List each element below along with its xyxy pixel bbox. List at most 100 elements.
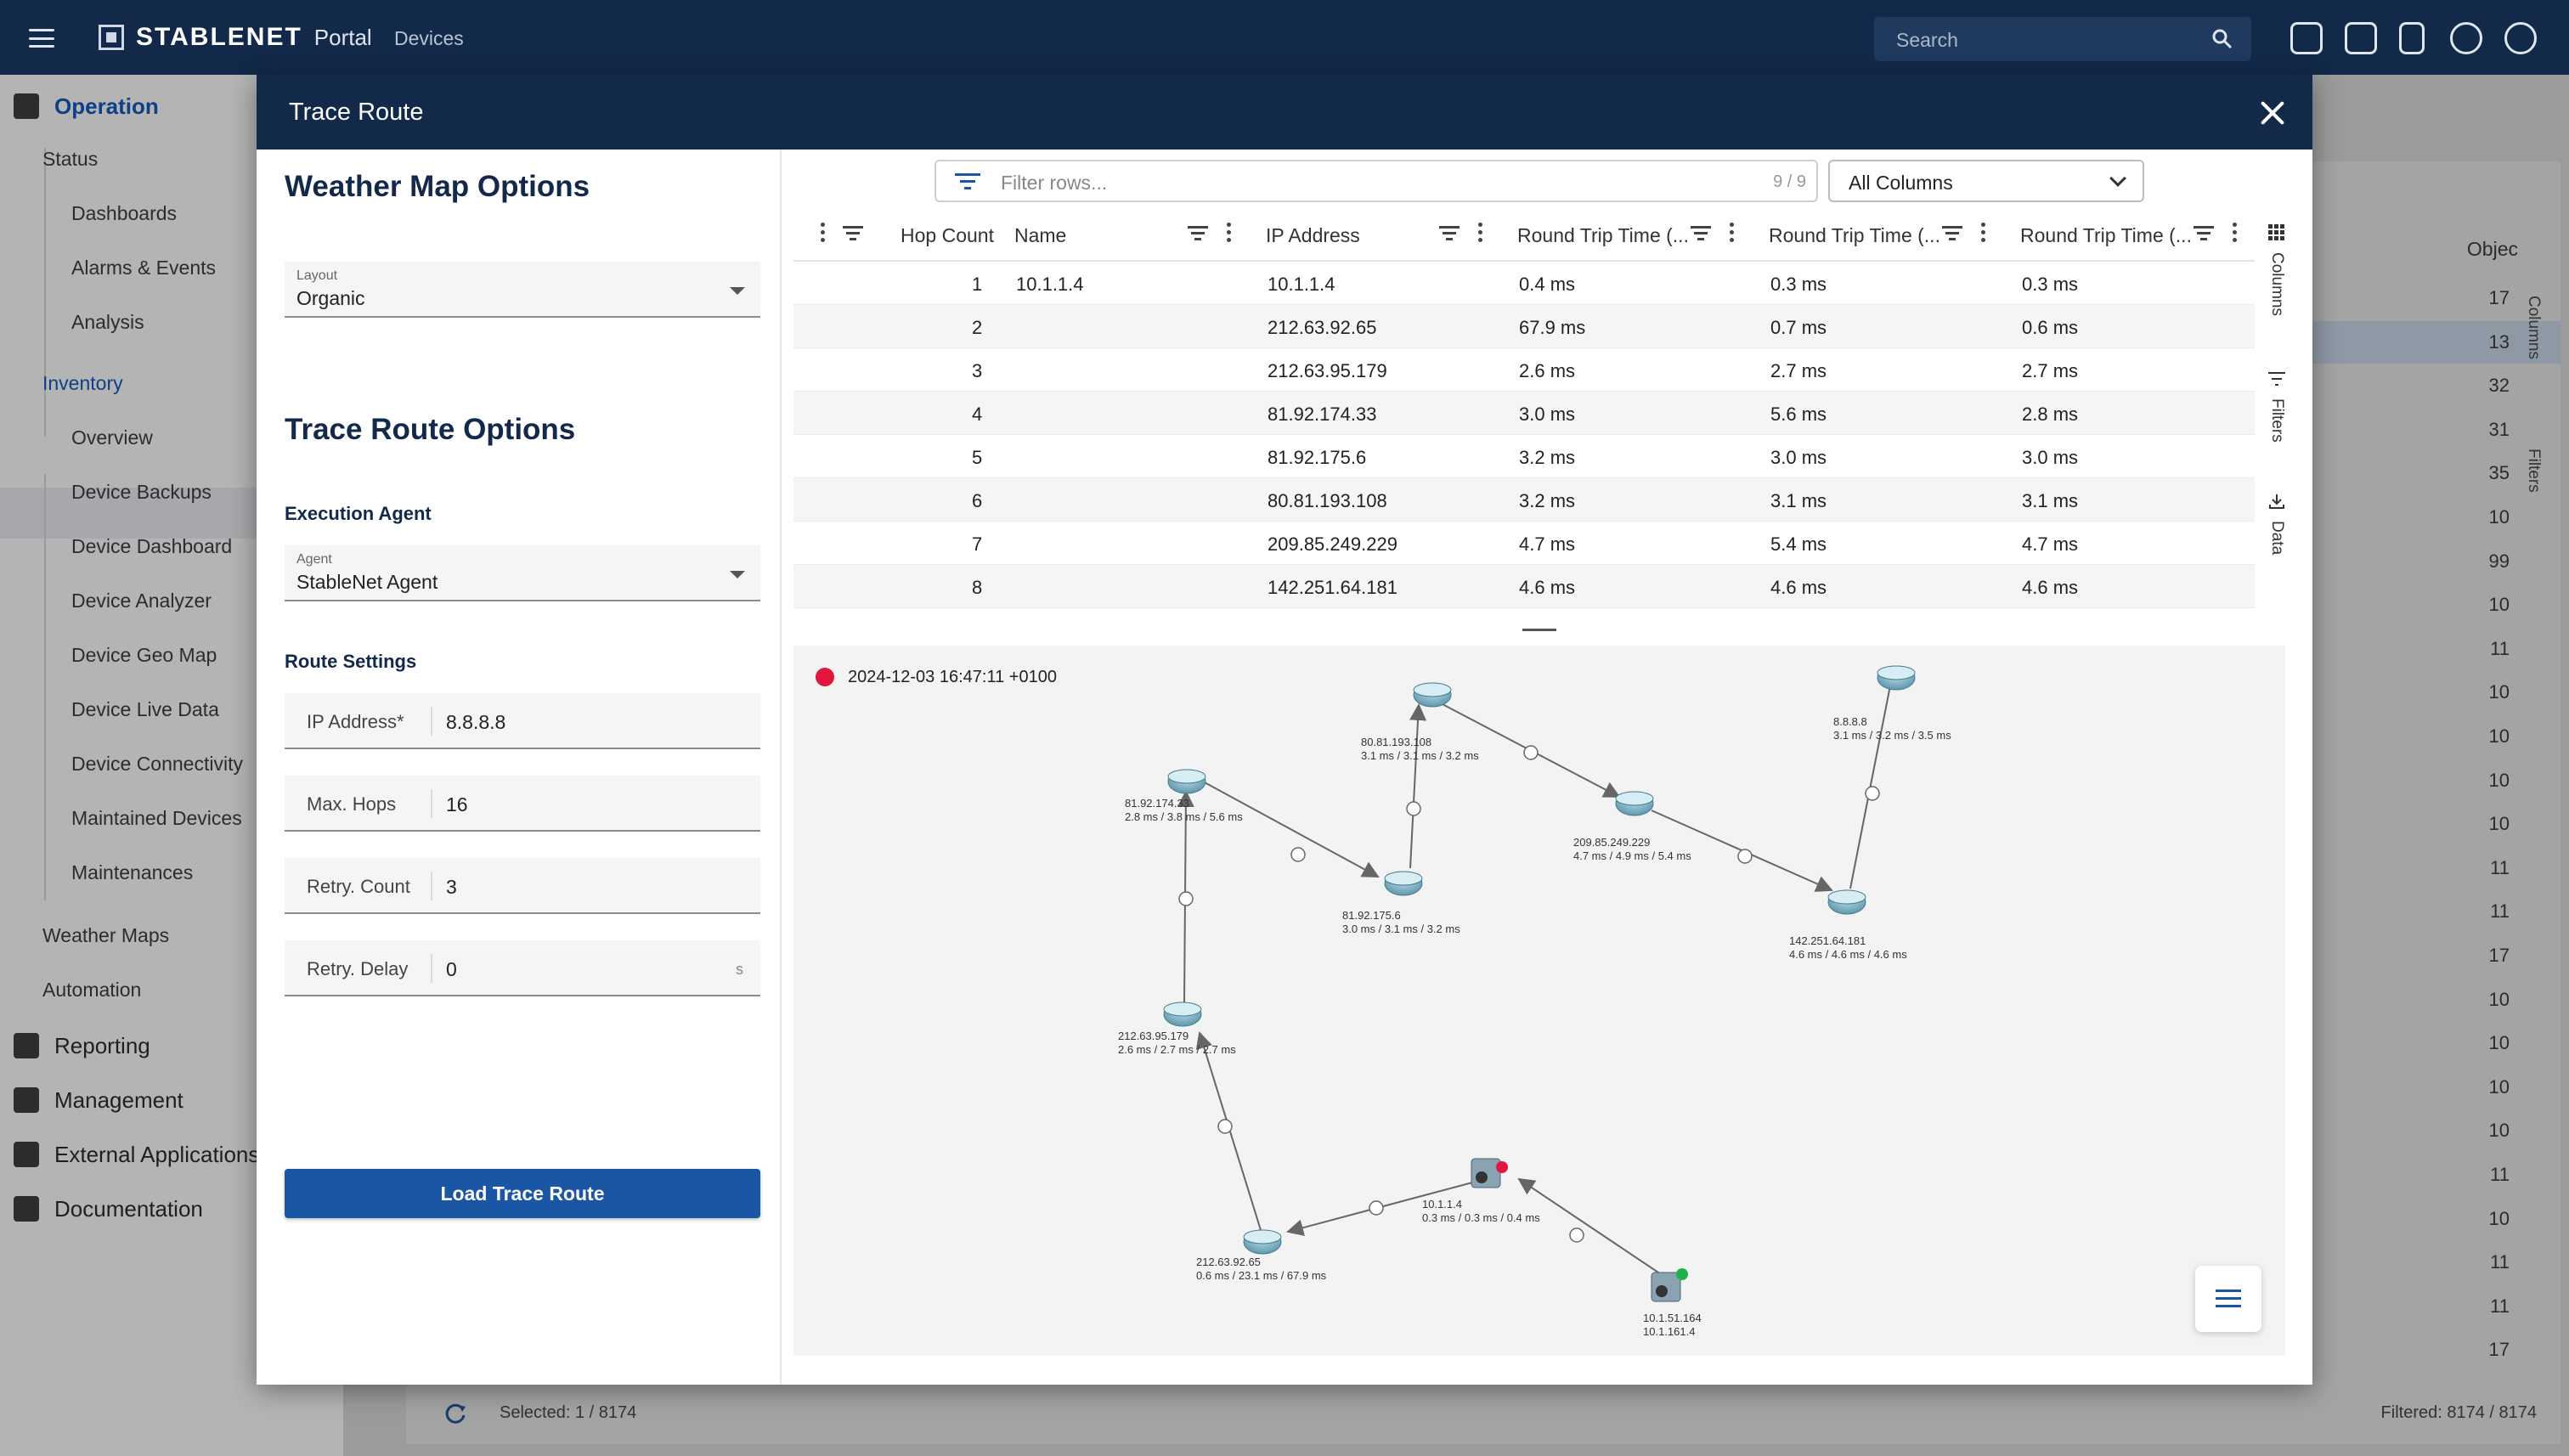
filter-icon[interactable] xyxy=(1188,226,1208,243)
bookmark-icon[interactable] xyxy=(2399,22,2425,54)
background-filters-tab[interactable]: Filters xyxy=(2516,442,2550,493)
retry-delay-value[interactable]: 0 xyxy=(446,958,457,980)
breadcrumb[interactable]: Devices xyxy=(394,27,464,49)
router-icon xyxy=(1384,871,1423,896)
sidebar-item-external-applications[interactable]: External Applications xyxy=(54,1142,260,1167)
table-row[interactable]: 5 81.92.175.6 3.2 ms 3.0 ms 3.0 ms xyxy=(793,435,2255,478)
load-trace-route-button[interactable]: Load Trace Route xyxy=(285,1169,760,1218)
ip-cell: 81.92.174.33 xyxy=(1268,404,1377,425)
dropdown-arrow-icon xyxy=(730,287,745,295)
ip-cell: 142.251.64.181 xyxy=(1268,577,1397,598)
background-columns-tab[interactable]: Columns xyxy=(2516,289,2550,359)
column-rtt-3[interactable]: Round Trip Time (... xyxy=(2020,224,2192,246)
sidebar-item-maintained-devices[interactable]: Maintained Devices xyxy=(71,807,242,829)
kebab-icon[interactable] xyxy=(1981,223,1986,245)
filter-row-count: 9 / 9 xyxy=(1773,172,1806,191)
sidebar-item-documentation[interactable]: Documentation xyxy=(54,1196,203,1222)
kebab-icon[interactable] xyxy=(821,223,826,245)
sidebar-item-overview[interactable]: Overview xyxy=(71,426,153,449)
refresh-icon[interactable] xyxy=(443,1402,467,1425)
link-label-icon xyxy=(1865,786,1880,801)
table-row[interactable]: 2 212.63.92.65 67.9 ms 0.7 ms 0.6 ms xyxy=(793,305,2255,348)
filter-rows-input[interactable]: Filter rows... 9 / 9 xyxy=(934,160,1818,202)
sidebar-item-management[interactable]: Management xyxy=(54,1087,184,1113)
table-row[interactable]: 1 10.1.1.4 10.1.1.4 0.4 ms 0.3 ms 0.3 ms xyxy=(793,262,2255,305)
retry-count-value[interactable]: 3 xyxy=(446,876,457,898)
background-cell: 11 xyxy=(2490,900,2510,923)
table-row[interactable]: 6 80.81.193.108 3.2 ms 3.1 ms 3.1 ms xyxy=(793,478,2255,522)
ip-address-value[interactable]: 8.8.8.8 xyxy=(446,711,506,733)
column-hop-count[interactable]: Hop Count xyxy=(901,224,994,246)
max-hops-field[interactable]: Max. Hops 16 xyxy=(285,776,760,832)
agent-label: Agent xyxy=(296,552,332,567)
filter-icon[interactable] xyxy=(1942,226,1962,243)
sidebar-item-analysis[interactable]: Analysis xyxy=(71,311,144,333)
data-tab[interactable]: Data xyxy=(2260,493,2294,555)
sidebar-item-maintenances[interactable]: Maintenances xyxy=(71,861,194,883)
rtt1-cell: 3.2 ms xyxy=(1519,490,1576,511)
rtt1-cell: 4.6 ms xyxy=(1519,577,1576,598)
filters-tab[interactable]: Filters xyxy=(2260,370,2294,443)
sidebar-item-dashboards[interactable]: Dashboards xyxy=(71,202,178,224)
ip-address-field[interactable]: IP Address* 8.8.8.8 xyxy=(285,693,760,749)
max-hops-value[interactable]: 16 xyxy=(446,793,468,815)
export-icon[interactable] xyxy=(2290,22,2323,54)
column-rtt-2[interactable]: Round Trip Time (... xyxy=(1769,224,1940,246)
logo[interactable]: STABLENET Portal xyxy=(99,22,372,53)
filter-icon[interactable] xyxy=(2194,226,2214,243)
node-label: 142.251.64.181 4.6 ms / 4.6 ms / 4.6 ms xyxy=(1789,934,1907,961)
sidebar-item-device-analyzer[interactable]: Device Analyzer xyxy=(71,590,212,612)
menu-icon[interactable] xyxy=(29,29,54,48)
column-rtt-1[interactable]: Round Trip Time (... xyxy=(1517,224,1689,246)
filter-icon[interactable] xyxy=(1691,226,1711,243)
node-label: 8.8.8.8 3.1 ms / 3.2 ms / 3.5 ms xyxy=(1833,715,1951,742)
rtt2-cell: 2.7 ms xyxy=(1770,360,1827,381)
filter-icon[interactable] xyxy=(843,226,863,243)
kebab-icon[interactable] xyxy=(1227,223,1232,245)
bell-icon[interactable] xyxy=(2345,22,2377,54)
sidebar-item-reporting[interactable]: Reporting xyxy=(54,1033,150,1058)
table-row[interactable]: 8 142.251.64.181 4.6 ms 4.6 ms 4.6 ms xyxy=(793,565,2255,608)
search-icon[interactable] xyxy=(2210,27,2233,49)
kebab-icon[interactable] xyxy=(1730,223,1735,245)
search-input[interactable]: Search xyxy=(1874,17,2251,61)
map-menu-button[interactable] xyxy=(2195,1266,2261,1332)
sidebar-item-operation[interactable]: Operation xyxy=(54,93,159,119)
filter-icon[interactable] xyxy=(1439,226,1460,243)
download-icon xyxy=(2269,494,2284,509)
user-icon[interactable] xyxy=(2504,22,2537,54)
retry-delay-field[interactable]: Retry. Delay 0 s xyxy=(285,940,760,996)
kebab-icon[interactable] xyxy=(2233,223,2238,245)
layout-select[interactable]: Layout Organic xyxy=(285,262,760,318)
column-ip-address[interactable]: IP Address xyxy=(1266,224,1360,246)
sidebar-item-inventory[interactable]: Inventory xyxy=(42,372,123,394)
columns-select-value: All Columns xyxy=(1849,172,1953,194)
sidebar-item-status[interactable]: Status xyxy=(42,148,99,170)
sidebar-item-device-connectivity[interactable]: Device Connectivity xyxy=(71,753,243,775)
table-row[interactable]: 7 209.85.249.229 4.7 ms 5.4 ms 4.7 ms xyxy=(793,522,2255,565)
columns-tab[interactable]: Columns xyxy=(2260,224,2294,316)
resize-handle[interactable] xyxy=(1522,629,1556,631)
sidebar-item-device-geo-map[interactable]: Device Geo Map xyxy=(71,644,217,666)
background-column-header[interactable]: Objec xyxy=(2466,238,2518,260)
sidebar-item-automation[interactable]: Automation xyxy=(42,979,142,1001)
kebab-icon[interactable] xyxy=(1478,223,1483,245)
menu-icon-bar xyxy=(2216,1305,2241,1307)
rtt2-cell: 5.4 ms xyxy=(1770,533,1827,555)
ip-cell: 81.92.175.6 xyxy=(1268,447,1367,468)
table-row[interactable]: 3 212.63.95.179 2.6 ms 2.7 ms 2.7 ms xyxy=(793,348,2255,392)
column-name[interactable]: Name xyxy=(1014,224,1067,246)
columns-select[interactable]: All Columns xyxy=(1828,160,2144,202)
sidebar-item-weather-maps[interactable]: Weather Maps xyxy=(42,924,170,946)
retry-count-field[interactable]: Retry. Count 3 xyxy=(285,858,760,914)
retry-delay-unit: s xyxy=(736,961,743,978)
sidebar-item-alarms-events[interactable]: Alarms & Events xyxy=(71,257,216,279)
close-icon[interactable] xyxy=(2260,100,2285,126)
sidebar-item-device-backups[interactable]: Device Backups xyxy=(71,481,212,503)
sidebar-item-device-live-data[interactable]: Device Live Data xyxy=(71,698,219,720)
rtt3-cell: 0.3 ms xyxy=(2022,274,2079,295)
sidebar-item-device-dashboard[interactable]: Device Dashboard xyxy=(71,535,233,557)
agent-select[interactable]: Agent StableNet Agent xyxy=(285,545,760,601)
health-icon[interactable] xyxy=(2450,22,2482,54)
table-row[interactable]: 4 81.92.174.33 3.0 ms 5.6 ms 2.8 ms xyxy=(793,392,2255,435)
